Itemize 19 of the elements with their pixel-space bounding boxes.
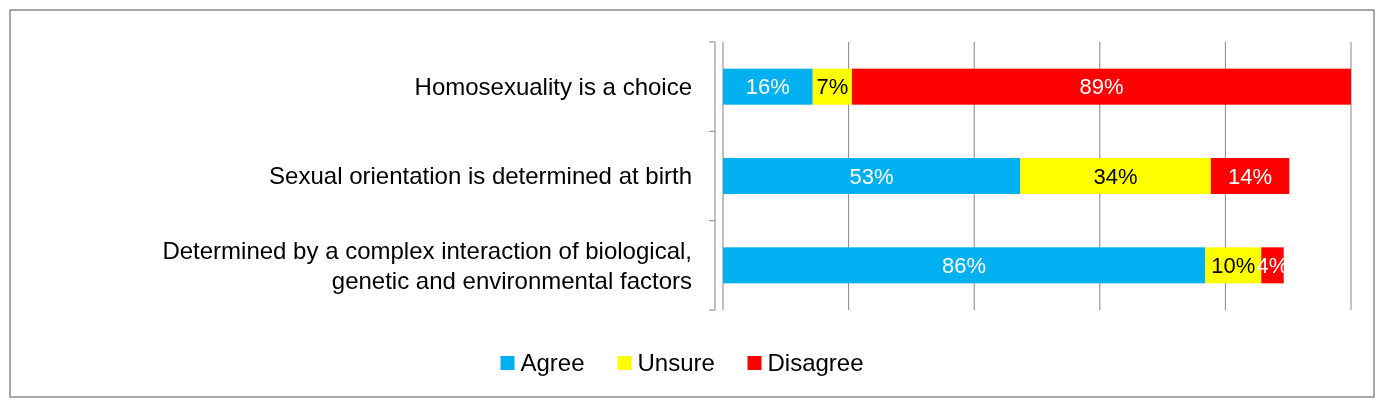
data-label: 14% [1228, 163, 1273, 189]
data-label: 86% [942, 253, 987, 279]
legend-label: Unsure [637, 349, 715, 377]
data-label: 10% [1211, 253, 1256, 279]
legend-label: Agree [520, 349, 585, 377]
bar [723, 247, 1206, 284]
bar [723, 68, 813, 105]
y-tick-label: Sexual orientation is determined at birth [269, 162, 692, 190]
bar [723, 158, 1021, 194]
bar [1020, 158, 1211, 194]
data-label: 7% [816, 74, 849, 100]
data-label: 34% [1093, 163, 1138, 189]
data-label: 89% [1079, 74, 1124, 100]
data-label: 53% [849, 163, 894, 189]
data-label: 16% [745, 74, 790, 100]
legend-label: Disagree [767, 349, 864, 377]
y-tick-label: Determined by a complex interaction of biological, genetic and environmental factors [162, 236, 692, 294]
y-tick-label: Homosexuality is a choice [414, 73, 692, 101]
bar [851, 68, 1351, 105]
